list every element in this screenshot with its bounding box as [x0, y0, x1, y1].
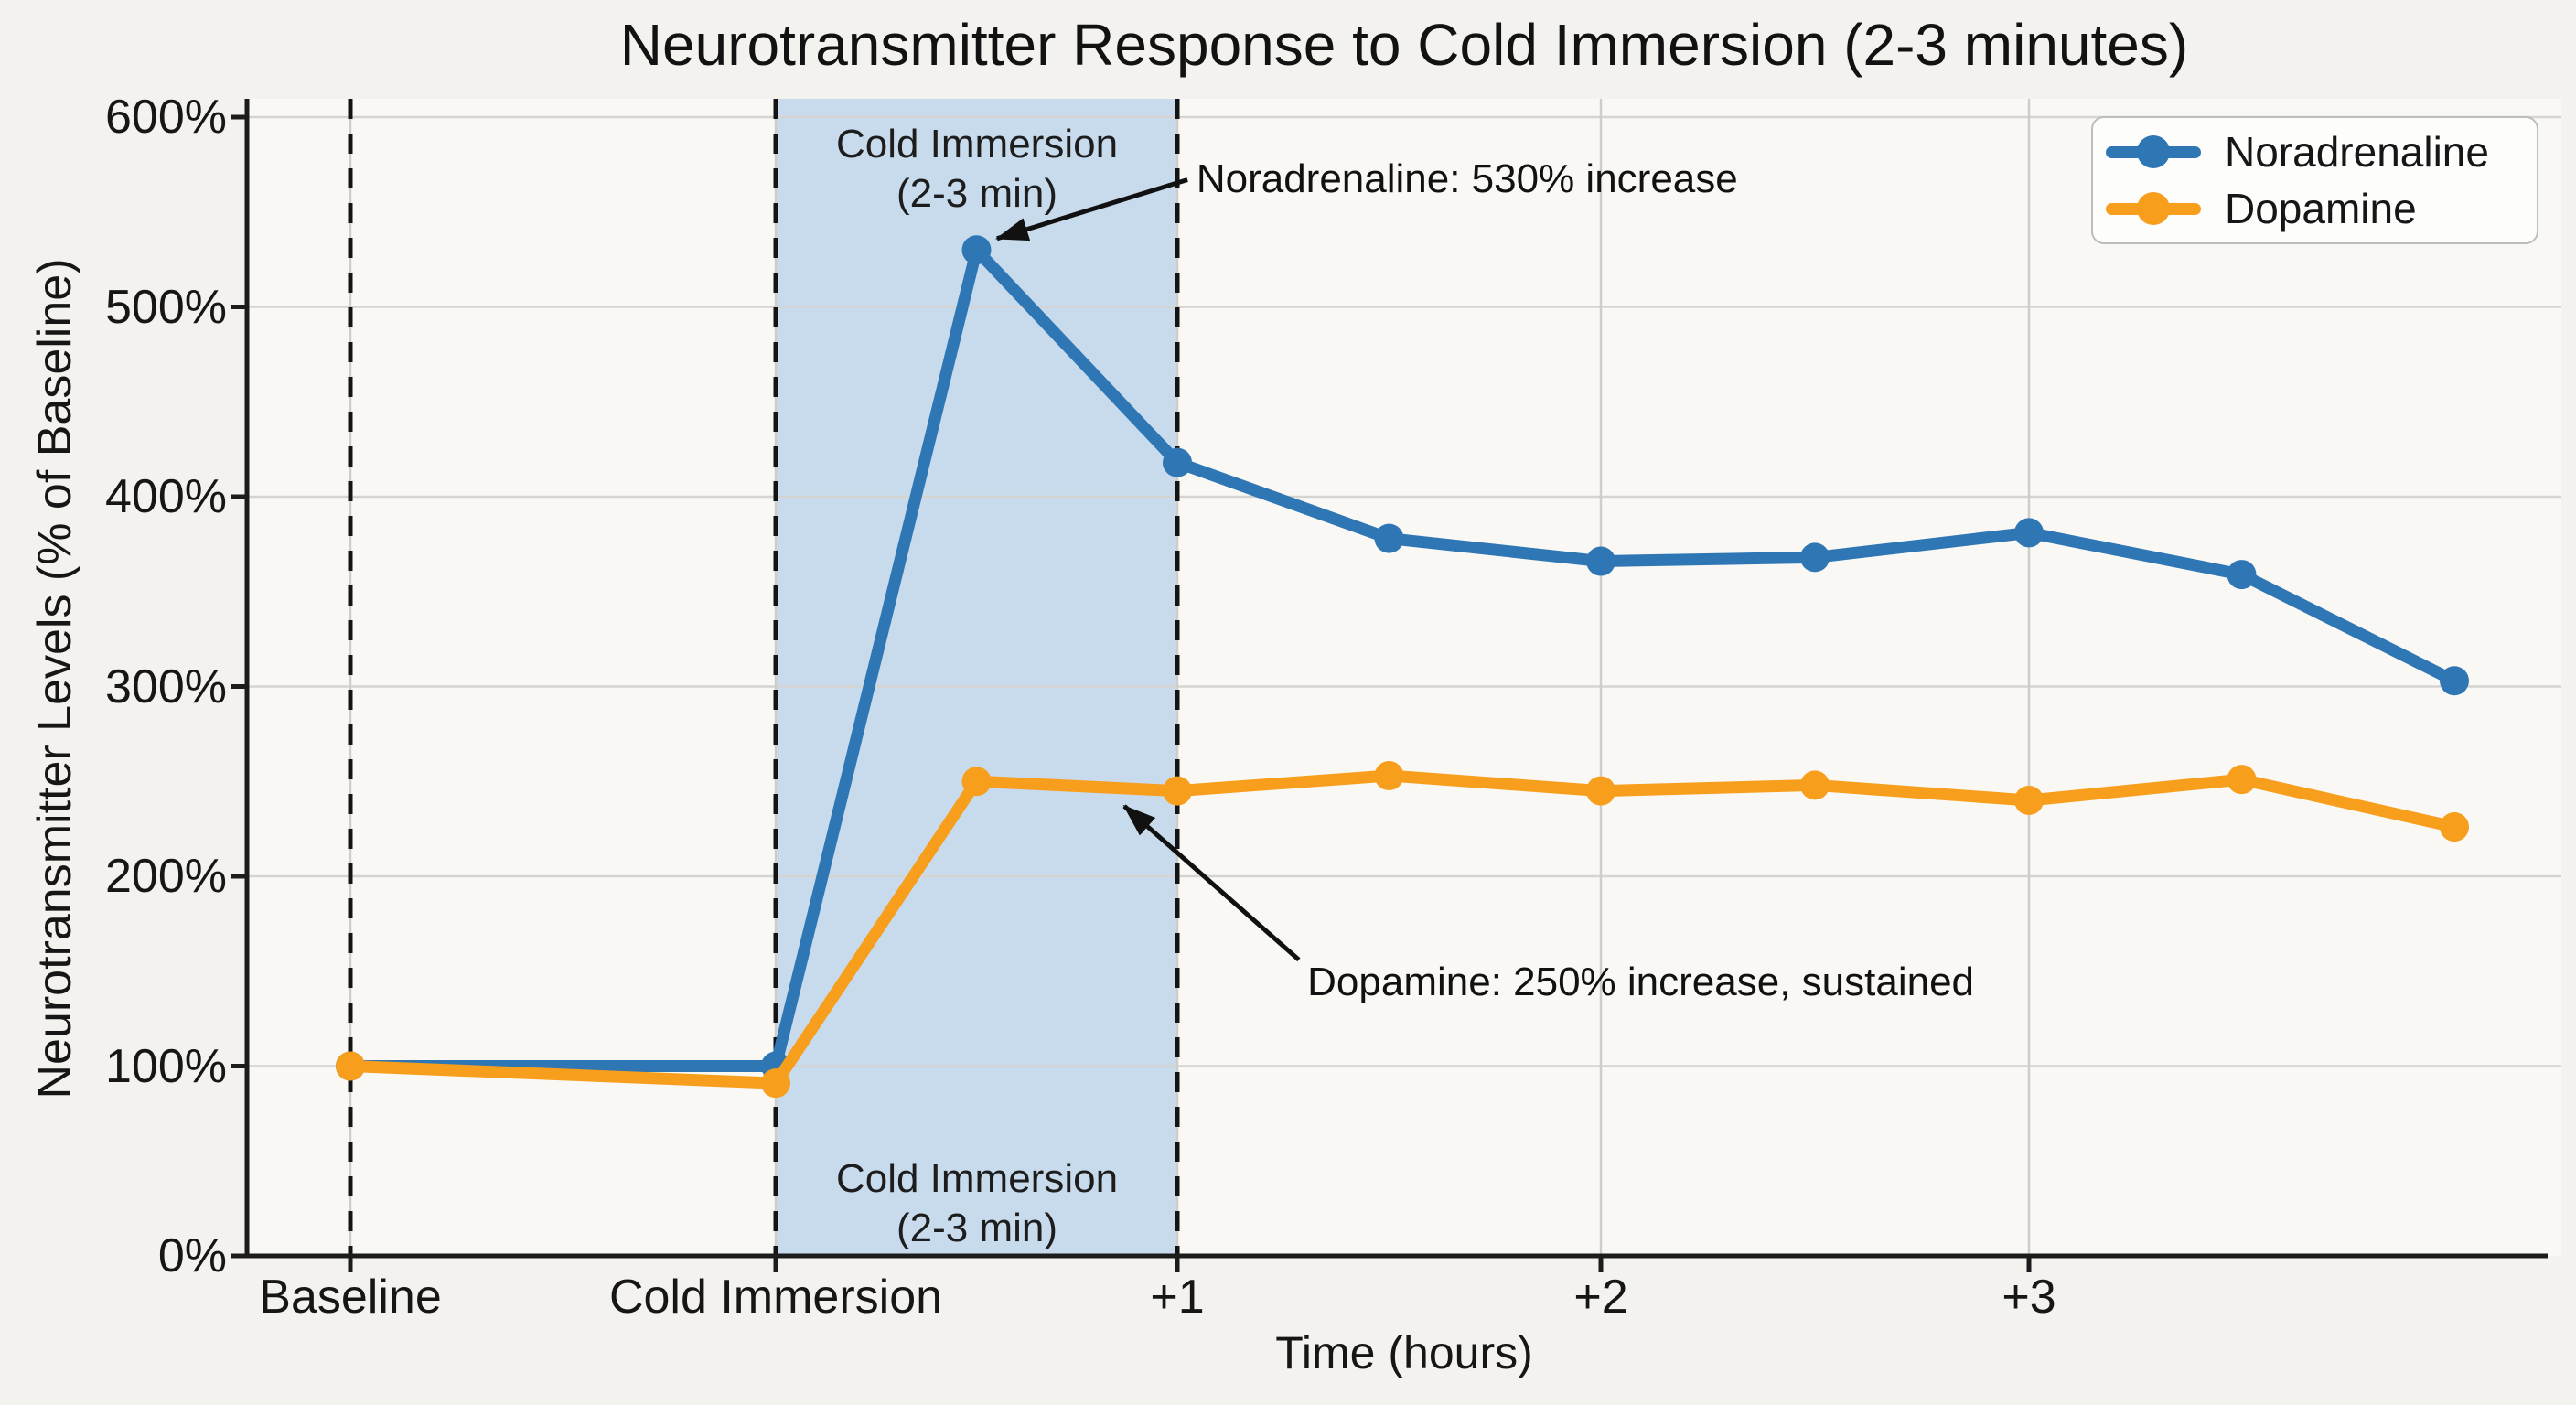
band-label-top: Cold Immersion (2-3 min)	[657, 120, 1297, 219]
band-label-bottom-line1: Cold Immersion	[835, 1156, 1119, 1201]
legend-item-noradrenaline: Noradrenaline	[2106, 128, 2537, 176]
legend: Noradrenaline Dopamine	[2091, 116, 2538, 244]
band-label-top-line2: (2-3 min)	[896, 171, 1058, 216]
x-axis-label: Time (hours)	[1275, 1327, 1533, 1378]
band-label-bottom: Cold Immersion (2-3 min)	[657, 1154, 1297, 1253]
annotation-dopamine: Dopamine: 250% increase, sustained	[1307, 960, 1975, 1005]
chart-title: Neurotransmitter Response to Cold Immers…	[619, 12, 2189, 78]
noradrenaline-point-5	[1586, 546, 1615, 576]
noradrenaline-point-4	[1374, 523, 1404, 553]
band-label-bottom-line2: (2-3 min)	[896, 1206, 1058, 1250]
noradrenaline-line	[344, 243, 2461, 1072]
dopamine-point-1	[761, 1068, 790, 1099]
y-tick-label-400%: 400%	[105, 470, 227, 523]
annotation-arrow-noradrenaline-peak	[994, 177, 1188, 241]
plot-area	[247, 99, 2561, 1256]
cold-immersion-band	[776, 99, 1177, 1256]
dopamine-point-6	[1800, 770, 1830, 800]
x-tick-label-+1: +1	[1150, 1271, 1205, 1324]
legend-label-noradrenaline: Noradrenaline	[2225, 128, 2489, 176]
band-label-top-line1: Cold Immersion	[835, 122, 1119, 166]
noradrenaline-line-marker-icon	[2106, 134, 2201, 170]
x-tick-label-+2: +2	[1573, 1271, 1628, 1324]
x-tick-label-Cold Immersion: Cold Immersion	[608, 1271, 943, 1324]
noradrenaline-point-3	[1163, 447, 1192, 477]
dopamine-point-0	[336, 1051, 365, 1081]
annotation-noradrenaline: Noradrenaline: 530% increase	[1196, 156, 1738, 202]
y-tick-label-200%: 200%	[105, 850, 227, 903]
noradrenaline-point-7	[2014, 518, 2044, 548]
noradrenaline-point-8	[2227, 560, 2257, 590]
legend-label-dopamine: Dopamine	[2225, 185, 2417, 232]
dopamine-point-3	[1163, 776, 1192, 806]
dopamine-point-7	[2014, 786, 2044, 815]
annotation-arrow-dopamine-sustained	[1122, 804, 1301, 962]
dopamine-point-9	[2440, 812, 2469, 842]
legend-item-dopamine: Dopamine	[2106, 185, 2537, 232]
y-tick-label-600%: 600%	[105, 91, 227, 144]
dopamine-point-2	[961, 767, 992, 797]
dopamine-point-8	[2227, 765, 2257, 795]
y-tick-label-300%: 300%	[105, 660, 227, 713]
y-tick-label-0%: 0%	[157, 1229, 227, 1282]
dopamine-point-5	[1586, 776, 1615, 806]
dopamine-line	[344, 769, 2461, 1089]
y-tick-label-100%: 100%	[105, 1039, 227, 1093]
x-tick-label-Baseline: Baseline	[259, 1271, 442, 1324]
dopamine-line-marker-icon	[2106, 190, 2201, 227]
dopamine-point-4	[1374, 761, 1404, 791]
noradrenaline-point-9	[2440, 666, 2469, 696]
y-tick-label-500%: 500%	[105, 280, 227, 334]
noradrenaline-point-6	[1800, 542, 1830, 573]
x-tick-label-+3: +3	[2002, 1271, 2056, 1324]
noradrenaline-point-2	[961, 235, 992, 265]
